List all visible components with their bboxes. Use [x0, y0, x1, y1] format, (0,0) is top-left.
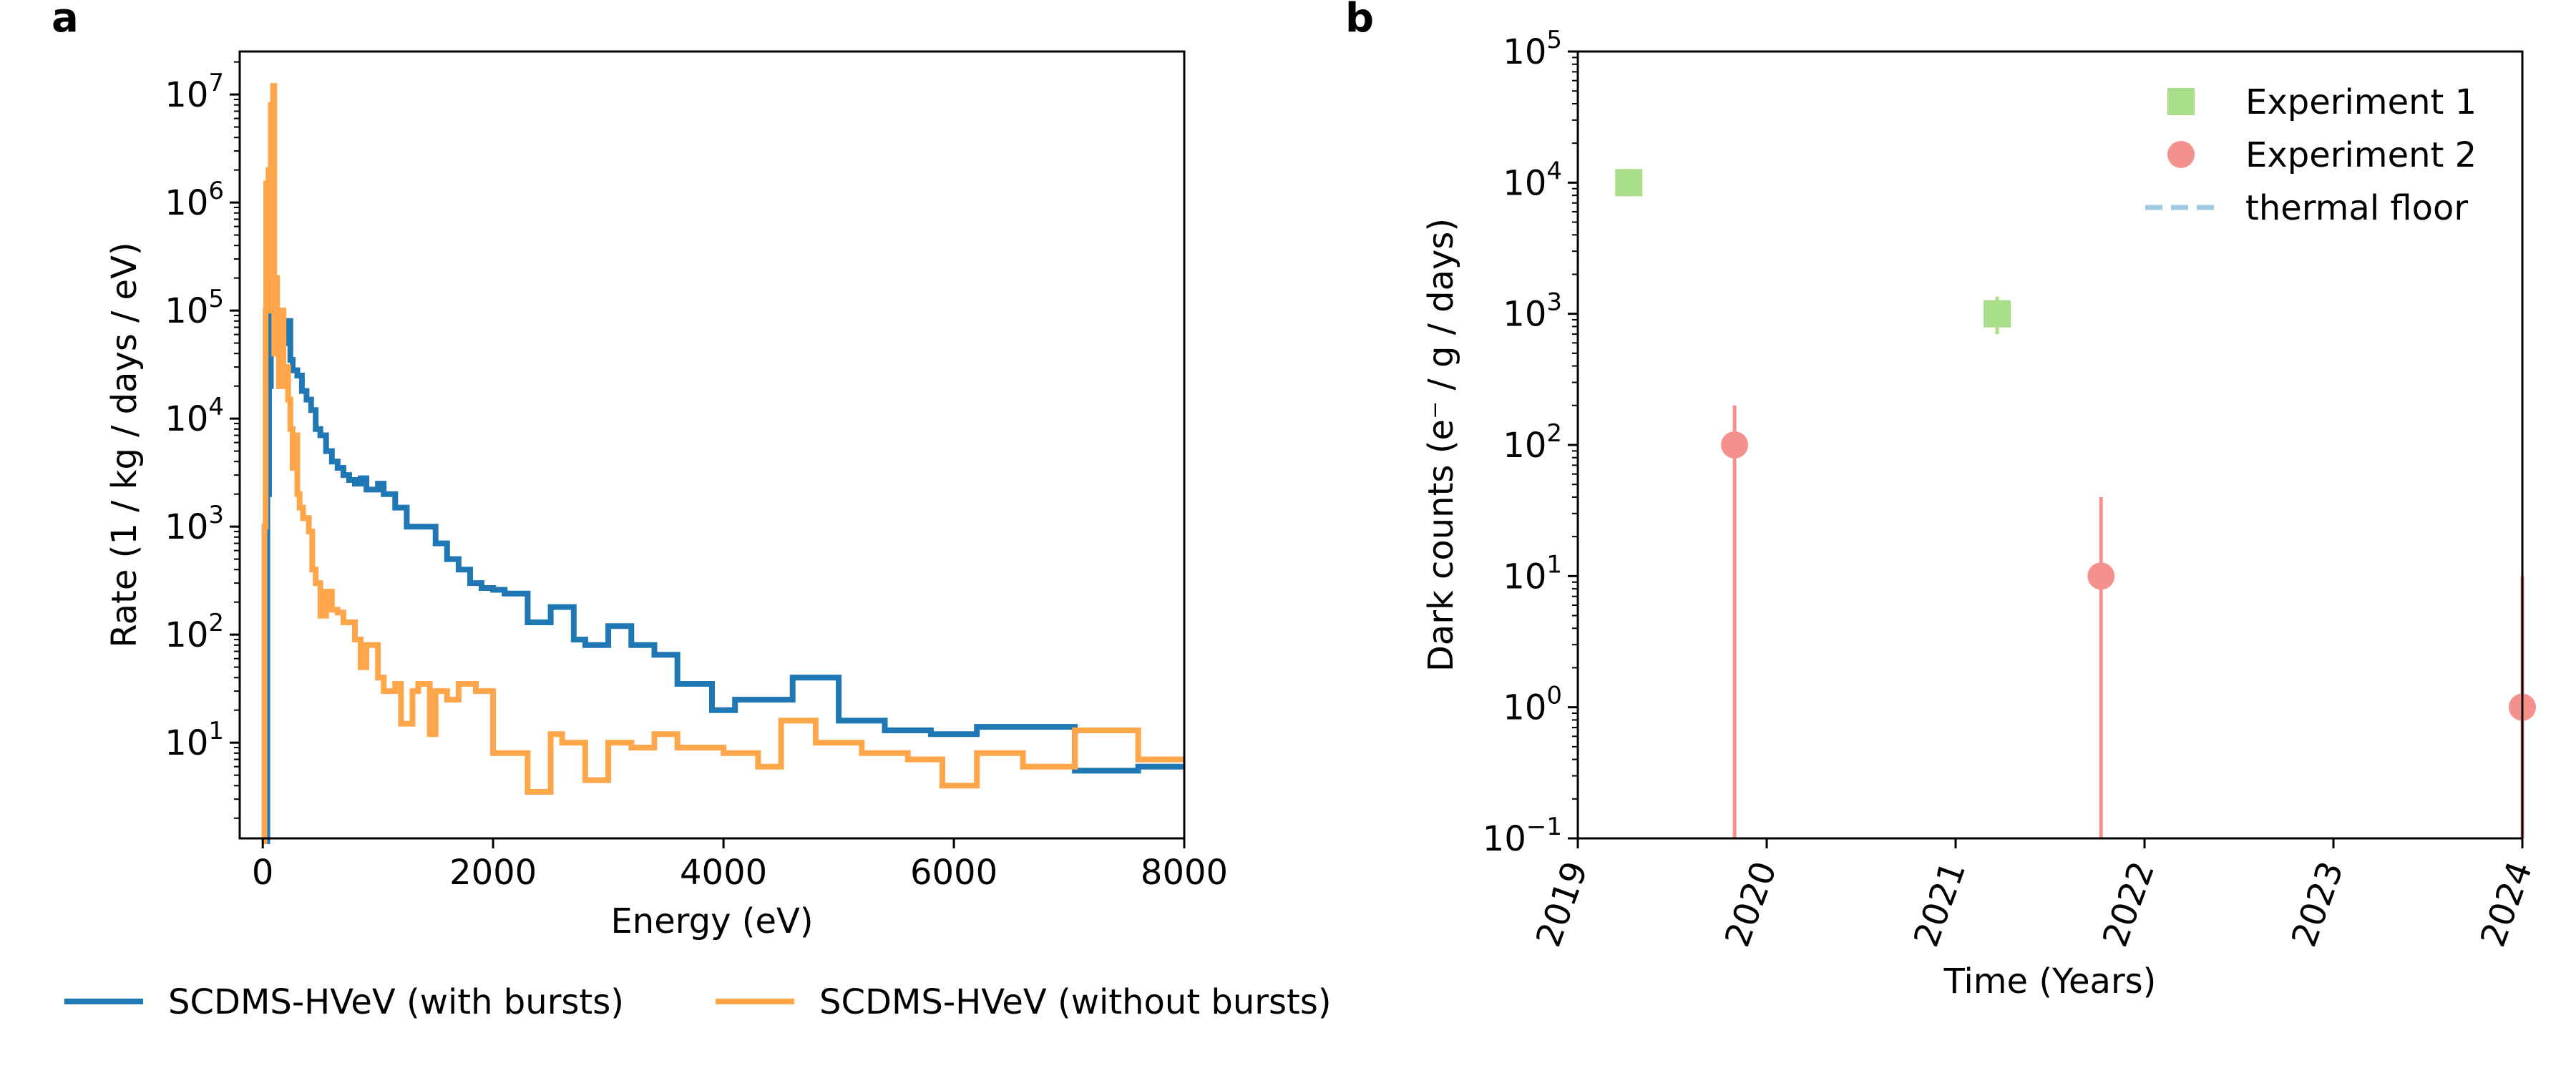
panel-b-point-circle — [2087, 562, 2115, 590]
panel-b-x-tick-label: 2022 — [2095, 856, 2162, 952]
panel-b-x-tick-label: 2023 — [2284, 856, 2351, 952]
panel-a-y-tick-label: 103 — [165, 501, 224, 547]
panel-a-x-tick-label: 8000 — [1141, 853, 1228, 893]
panel-a-x-tick-label: 4000 — [680, 853, 767, 893]
panel-b-legend-label-2: Experiment 2 — [2245, 135, 2477, 175]
panel-b-x-tick-label: 2021 — [1906, 856, 1974, 952]
panel-b-y-tick-label: 104 — [1503, 157, 1562, 203]
panel-b-point-square — [1615, 169, 1643, 197]
panel-b-point-circle — [1721, 431, 1749, 459]
panel-a-y-tick-label: 102 — [165, 609, 224, 655]
panel-b-x-tick-label: 2019 — [1528, 856, 1596, 952]
panel-b-y-tick-label: 10−1 — [1483, 813, 1562, 859]
panel-a-y-tick-label: 106 — [165, 177, 224, 223]
panel-b-legend: Experiment 1 Experiment 2 thermal floor — [2145, 82, 2477, 228]
panel-b-legend-swatch-2 — [2167, 141, 2195, 168]
panel-a-x-tick-label: 2000 — [449, 853, 537, 893]
panel-a-y-axis-label: Rate (1 / kg / days / eV) — [104, 242, 145, 647]
panel-b-x-axis-label: Time (Years) — [1943, 961, 2157, 1001]
panel-a: a 0 2000 4000 6000 8000 101 102 103 104 105 106 107… — [52, 0, 1332, 1022]
panel-a-ticks: 0 2000 4000 6000 8000 101 102 103 104 105 106 107 — [165, 61, 1228, 893]
panel-b-y-tick-label: 100 — [1503, 682, 1562, 728]
panel-a-y-tick-label: 101 — [165, 717, 224, 763]
panel-a-x-axis-label: Energy (eV) — [610, 901, 813, 941]
panel-a-x-tick-label: 0 — [252, 853, 274, 893]
panel-b-y-axis-label: Dark counts (e⁻ / g / days) — [1421, 218, 1461, 672]
panel-a-series — [261, 83, 1184, 844]
panel-a-legend: SCDMS-HVeV (with bursts) SCDMS-HVeV (with… — [64, 982, 1332, 1022]
panel-b-x-tick-label: 2024 — [2473, 856, 2540, 952]
panel-b-y-tick-label: 105 — [1503, 26, 1562, 72]
panel-a-legend-label-2: SCDMS-HVeV (without bursts) — [819, 982, 1332, 1022]
panel-a-label: a — [52, 0, 79, 41]
panel-b-label: b — [1345, 0, 1374, 41]
panel-a-legend-label-1: SCDMS-HVeV (with bursts) — [168, 982, 624, 1022]
panel-a-x-tick-label: 6000 — [910, 853, 997, 893]
panel-b-y-tick-label: 102 — [1503, 419, 1562, 466]
panel-b-point-square — [1984, 300, 2011, 328]
panel-a-y-tick-label: 105 — [165, 285, 224, 331]
panel-a-axes-frame — [238, 50, 1186, 840]
panel-b-legend-swatch-1 — [2167, 88, 2195, 115]
panel-b-y-tick-label: 103 — [1503, 288, 1562, 335]
panel-b-x-tick-label: 2020 — [1717, 856, 1785, 952]
panel-a-y-tick-label: 104 — [165, 393, 224, 439]
panel-b-y-tick-label: 101 — [1503, 550, 1562, 597]
panel-a-series-line-2 — [261, 83, 1184, 844]
panel-a-y-tick-label: 107 — [165, 69, 224, 115]
panel-b-series — [1615, 169, 2536, 838]
panel-b-legend-label-3: thermal floor — [2245, 188, 2468, 228]
panel-b-legend-label-1: Experiment 1 — [2245, 82, 2477, 122]
panel-b: b 2019 2020 2021 2022 2023 2024 10−1 100 101 102 1… — [1345, 0, 2540, 1001]
